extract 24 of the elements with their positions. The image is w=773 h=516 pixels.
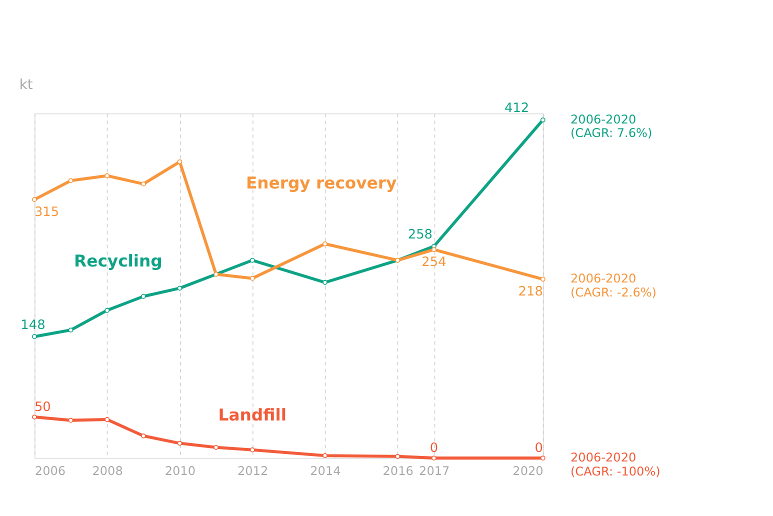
data-label: 412 xyxy=(504,101,530,116)
text: 2006-2020 (CAGR: -2.6%) xyxy=(570,272,657,300)
data-label: 0 xyxy=(430,441,438,456)
text: 2006-2020 (CAGR: 7.6%) xyxy=(570,112,652,140)
data-label: 315 xyxy=(34,204,60,220)
data-label: 50 xyxy=(34,400,51,415)
x-tick-label: 2020 xyxy=(512,464,544,478)
x-tick-label: 2012 xyxy=(237,464,268,478)
text: 2006-2020 (CAGR: -100%) xyxy=(570,450,660,478)
x-tick-label: 2014 xyxy=(310,464,341,478)
x-tick-label: 2016 xyxy=(382,464,414,478)
x-tick-label: 2008 xyxy=(92,464,123,478)
x-tick-label: 2017 xyxy=(419,464,450,478)
series-label: Landfill xyxy=(218,406,286,425)
data-label: 218 xyxy=(518,284,543,300)
x-tick-label: 2010 xyxy=(164,464,196,478)
series-label: Recycling xyxy=(74,251,162,270)
text: Energy recovery xyxy=(246,174,397,193)
data-label: 254 xyxy=(422,254,446,270)
data-label: 258 xyxy=(408,228,432,243)
data-label: 148 xyxy=(20,318,46,333)
data-label: 0 xyxy=(534,441,543,456)
y-axis-title: kt xyxy=(19,76,34,93)
x-tick-label: 2006 xyxy=(34,464,66,478)
